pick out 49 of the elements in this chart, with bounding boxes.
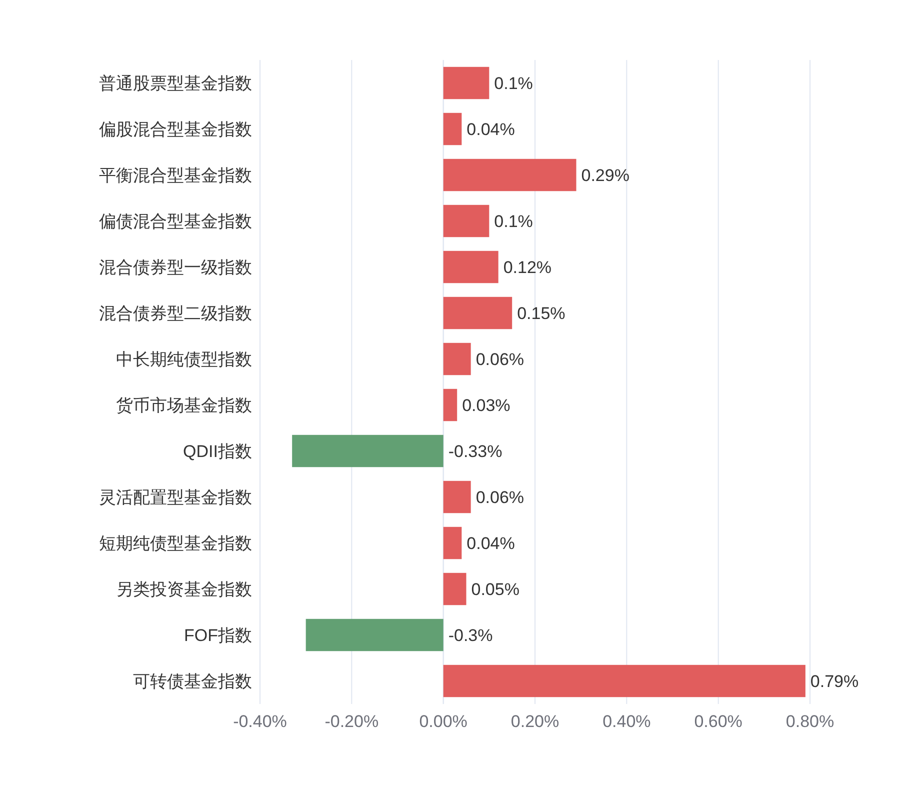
- x-tick-label: 0.40%: [602, 712, 651, 731]
- x-tick-label: -0.20%: [324, 712, 379, 731]
- bar: [443, 158, 576, 192]
- data-label: 0.06%: [476, 350, 524, 369]
- data-label: 0.04%: [466, 120, 515, 139]
- bar: [443, 480, 471, 514]
- bar: [443, 572, 466, 606]
- data-label: 0.05%: [471, 580, 520, 599]
- bar: [443, 664, 806, 698]
- y-tick-label: 偏债混合型基金指数: [99, 212, 252, 231]
- bar: [292, 434, 444, 468]
- data-label: 0.04%: [466, 534, 515, 553]
- bar: [443, 296, 512, 330]
- data-label: 0.03%: [462, 396, 510, 415]
- data-label: 0.15%: [517, 304, 566, 323]
- y-tick-label: 灵活配置型基金指数: [99, 488, 252, 507]
- y-tick-label: FOF指数: [184, 626, 252, 645]
- y-tick-label: 可转债基金指数: [133, 672, 252, 691]
- bar: [443, 526, 462, 560]
- bar: [443, 250, 498, 284]
- bar: [443, 388, 458, 422]
- y-tick-label: 混合债券型二级指数: [99, 304, 252, 323]
- y-tick-label: 另类投资基金指数: [116, 580, 252, 599]
- x-tick-label: 0.60%: [694, 712, 742, 731]
- y-tick-label: 偏股混合型基金指数: [99, 120, 252, 139]
- x-tick-label: -0.40%: [233, 712, 287, 731]
- y-tick-label: 平衡混合型基金指数: [99, 166, 252, 185]
- bar: [443, 342, 471, 376]
- y-tick-label: 中长期纯债型指数: [116, 350, 252, 369]
- bar: [443, 112, 462, 146]
- bar: [443, 66, 490, 100]
- y-tick-label: 短期纯债型基金指数: [99, 534, 252, 553]
- bar: [443, 204, 490, 238]
- data-label: -0.3%: [448, 626, 493, 645]
- bar: [306, 618, 444, 652]
- data-label: 0.1%: [494, 74, 533, 93]
- y-tick-label: 混合债券型一级指数: [99, 258, 252, 277]
- data-label: 0.06%: [476, 488, 524, 507]
- y-tick-label: 普通股票型基金指数: [99, 74, 252, 93]
- x-tick-label: 0.20%: [510, 712, 560, 731]
- x-tick-label: 0.00%: [419, 712, 468, 731]
- y-tick-label: QDII指数: [183, 442, 252, 461]
- data-label: -0.33%: [448, 442, 502, 461]
- x-tick-label: 0.80%: [786, 712, 834, 731]
- y-tick-label: 货币市场基金指数: [116, 396, 252, 415]
- data-label: 0.79%: [810, 672, 859, 691]
- data-label: 0.29%: [581, 166, 630, 185]
- data-label: 0.12%: [503, 258, 552, 277]
- data-label: 0.1%: [494, 212, 533, 231]
